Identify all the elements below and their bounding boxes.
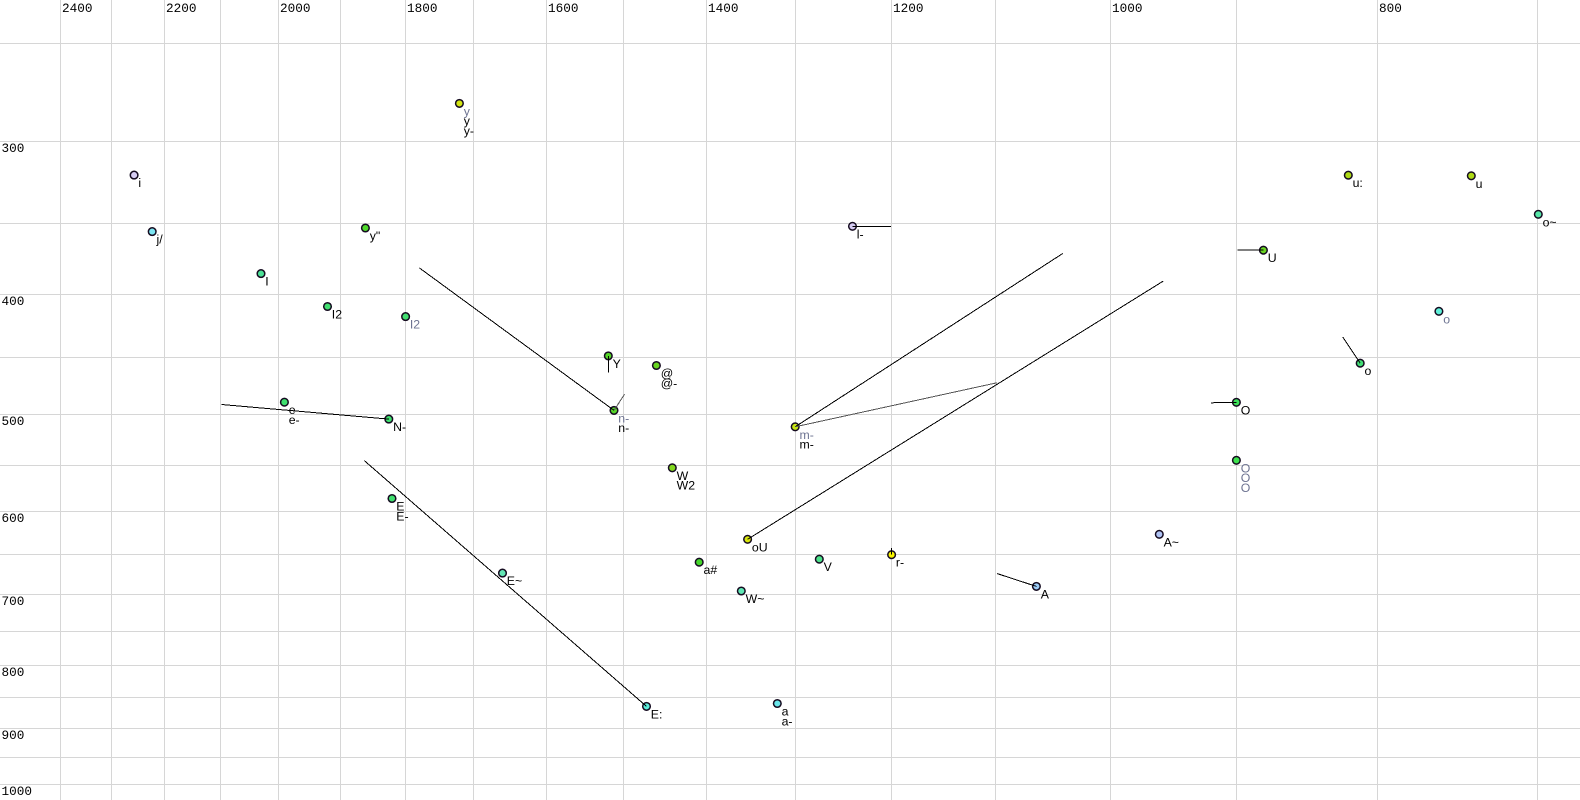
svg-text:900: 900 bbox=[2, 728, 25, 743]
svg-text:E: E bbox=[396, 500, 404, 514]
svg-text:m-: m- bbox=[800, 438, 814, 452]
svg-text:W2: W2 bbox=[677, 479, 696, 493]
svg-text:O: O bbox=[1241, 403, 1251, 417]
svg-text:1000: 1000 bbox=[1112, 1, 1142, 16]
svg-text:O: O bbox=[1241, 471, 1251, 485]
svg-text:O: O bbox=[1241, 481, 1251, 495]
svg-text:600: 600 bbox=[2, 511, 25, 526]
svg-text:1600: 1600 bbox=[548, 1, 578, 16]
svg-text:500: 500 bbox=[2, 414, 25, 429]
svg-text:@: @ bbox=[661, 367, 673, 381]
svg-text:1000: 1000 bbox=[2, 784, 32, 799]
svg-text:oU: oU bbox=[752, 540, 768, 554]
svg-text:y: y bbox=[464, 114, 471, 128]
svg-text:m-: m- bbox=[800, 428, 814, 442]
svg-text:V: V bbox=[824, 560, 833, 574]
svg-text:I2: I2 bbox=[410, 318, 420, 332]
svg-text:I: I bbox=[265, 275, 268, 289]
svg-text:y": y" bbox=[370, 229, 381, 243]
svg-text:1200: 1200 bbox=[893, 1, 923, 16]
svg-text:1400: 1400 bbox=[708, 1, 738, 16]
svg-text:e: e bbox=[289, 403, 296, 417]
svg-text:1800: 1800 bbox=[407, 1, 437, 16]
svg-text:i: i bbox=[138, 176, 141, 190]
svg-text:800: 800 bbox=[1379, 1, 1402, 16]
svg-text:I2: I2 bbox=[332, 308, 342, 322]
svg-text:o: o bbox=[1365, 364, 1372, 378]
svg-text:o: o bbox=[1443, 312, 1450, 326]
svg-text:r-: r- bbox=[896, 556, 904, 570]
svg-text:2200: 2200 bbox=[166, 1, 196, 16]
svg-text:u: u bbox=[1476, 177, 1483, 191]
svg-text:a: a bbox=[782, 705, 789, 719]
svg-text:700: 700 bbox=[2, 594, 25, 609]
svg-text:N-: N- bbox=[393, 420, 406, 434]
svg-text:O: O bbox=[1241, 461, 1251, 475]
svg-text:a#: a# bbox=[704, 563, 718, 577]
svg-text:y-: y- bbox=[464, 124, 474, 138]
svg-text:@-: @- bbox=[661, 376, 678, 390]
svg-text:W: W bbox=[677, 469, 689, 483]
svg-text:A: A bbox=[1041, 587, 1050, 601]
svg-text:2000: 2000 bbox=[280, 1, 310, 16]
svg-text:W~: W~ bbox=[746, 592, 765, 606]
svg-text:n-: n- bbox=[618, 421, 629, 435]
svg-text:l-: l- bbox=[857, 227, 864, 241]
svg-text:y: y bbox=[464, 104, 471, 118]
svg-text:j/: j/ bbox=[156, 233, 164, 247]
svg-text:2400: 2400 bbox=[62, 1, 92, 16]
svg-text:n-: n- bbox=[618, 411, 629, 425]
svg-text:e-: e- bbox=[289, 413, 300, 427]
svg-text:400: 400 bbox=[2, 294, 25, 309]
svg-text:E~: E~ bbox=[507, 574, 522, 588]
svg-text:E:: E: bbox=[651, 707, 663, 721]
svg-text:o~: o~ bbox=[1543, 215, 1557, 229]
svg-text:E-: E- bbox=[396, 509, 408, 523]
svg-text:a-: a- bbox=[782, 714, 793, 728]
svg-text:U: U bbox=[1268, 251, 1277, 265]
svg-text:A~: A~ bbox=[1164, 535, 1179, 549]
svg-text:300: 300 bbox=[2, 141, 25, 156]
svg-text:u:: u: bbox=[1353, 176, 1363, 190]
svg-text:800: 800 bbox=[2, 665, 25, 680]
svg-text:Y: Y bbox=[613, 357, 621, 371]
